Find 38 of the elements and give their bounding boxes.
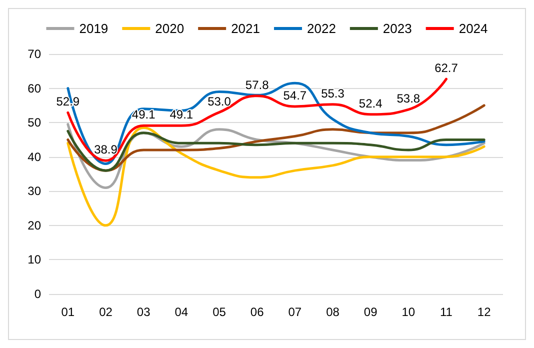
y-tick-label: 70 — [28, 47, 42, 61]
x-tick-label: 11 — [440, 305, 453, 319]
data-label: 57.8 — [245, 78, 270, 92]
y-tick-label: 10 — [28, 252, 42, 267]
data-label: 55.3 — [321, 86, 345, 100]
x-tick-label: 06 — [250, 305, 264, 319]
y-tick-label: 60 — [28, 81, 42, 96]
data-label: 62.7 — [434, 61, 458, 76]
x-tick-label: 07 — [288, 305, 302, 319]
x-tick-label: 01 — [61, 305, 75, 319]
data-label: 52.4 — [358, 96, 383, 110]
y-tick-label: 40 — [28, 150, 42, 164]
x-tick-label: 09 — [364, 305, 378, 319]
x-tick-label: 12 — [477, 305, 492, 319]
legend-label: 2023 — [382, 21, 412, 36]
line-series — [66, 126, 486, 227]
data-label: 53.8 — [396, 92, 420, 106]
legend-label: 2020 — [155, 21, 184, 36]
data-label: 49.1 — [132, 108, 156, 122]
x-tick-label: 02 — [99, 305, 113, 319]
legend-label: 2022 — [307, 21, 336, 36]
y-tick-label: 0 — [34, 287, 42, 301]
data-label: 38.9 — [94, 142, 118, 157]
legend-label: 2024 — [458, 21, 488, 36]
x-tick-label: 05 — [212, 305, 226, 319]
legend-label: 2019 — [79, 21, 108, 36]
legend-label: 2021 — [231, 21, 260, 36]
line-series — [66, 130, 486, 172]
data-label: 54.7 — [283, 88, 307, 102]
x-tick-label: 03 — [136, 305, 151, 319]
data-label: 53.0 — [208, 94, 232, 108]
x-tick-label: 04 — [174, 305, 188, 319]
data-label: 49.1 — [170, 108, 194, 122]
y-tick-label: 30 — [28, 184, 42, 198]
x-tick-label: 10 — [402, 305, 416, 319]
y-tick-label: 20 — [28, 218, 42, 232]
y-tick-label: 50 — [28, 116, 42, 130]
x-tick-label: 08 — [326, 305, 340, 319]
